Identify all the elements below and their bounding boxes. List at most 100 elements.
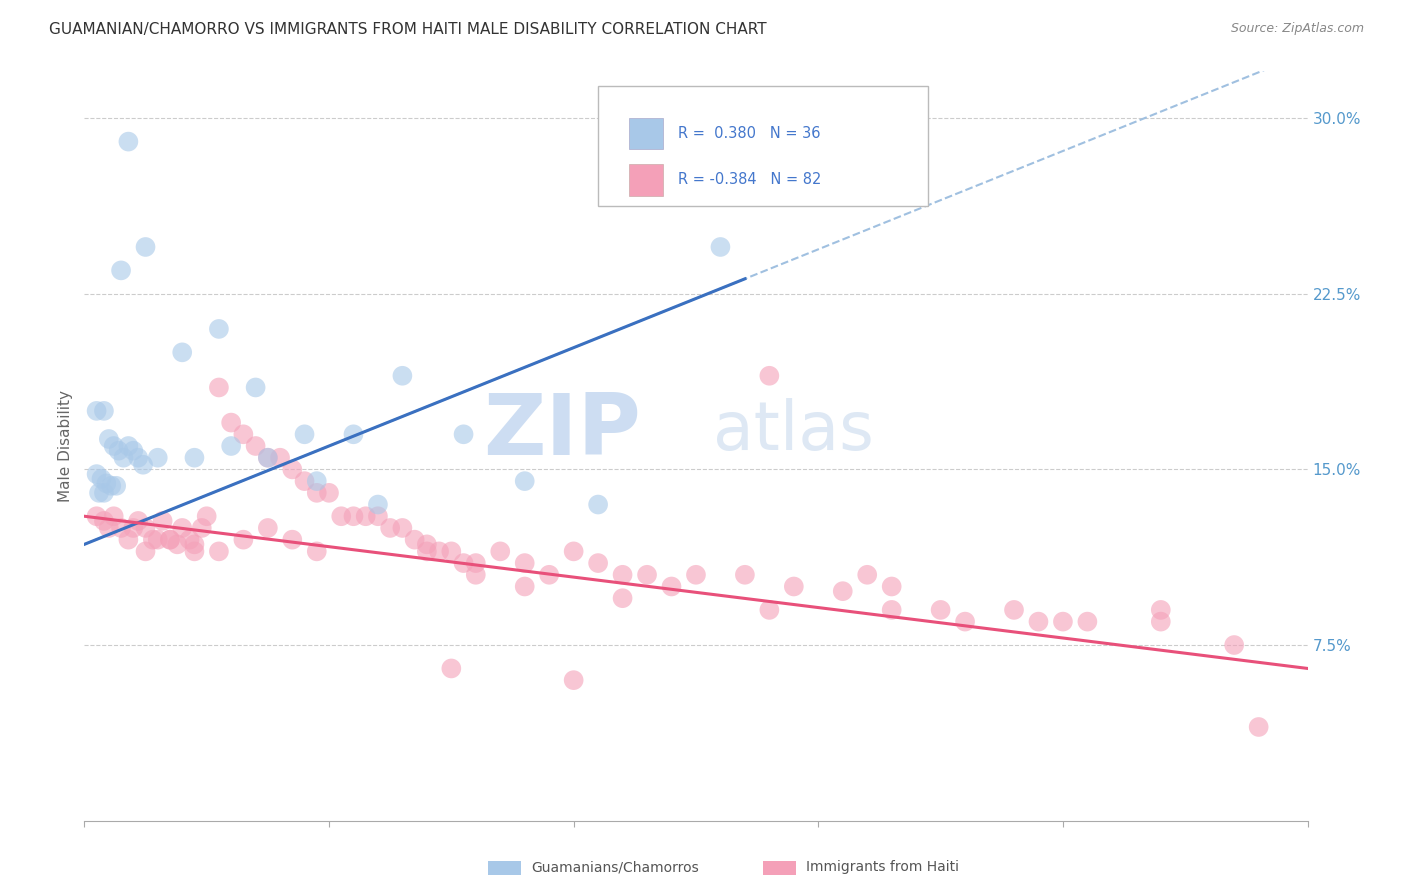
Point — [758, 368, 780, 383]
Point — [562, 544, 585, 558]
Point — [305, 474, 328, 488]
Point — [880, 580, 903, 594]
Point — [117, 135, 139, 149]
Point — [1076, 615, 1098, 629]
Point — [208, 322, 231, 336]
Point — [86, 509, 108, 524]
Point — [127, 514, 149, 528]
Point — [146, 533, 169, 547]
Point — [586, 556, 609, 570]
Point — [117, 439, 139, 453]
Point — [86, 404, 108, 418]
Point — [1002, 603, 1025, 617]
Point — [281, 462, 304, 476]
Point — [305, 544, 328, 558]
FancyBboxPatch shape — [628, 118, 664, 150]
Point — [342, 427, 364, 442]
Point — [135, 240, 157, 254]
Point — [294, 474, 316, 488]
Point — [232, 533, 254, 547]
Point — [110, 521, 132, 535]
Point — [305, 485, 328, 500]
Point — [453, 556, 475, 570]
Point — [831, 584, 853, 599]
Point — [586, 498, 609, 512]
Point — [93, 404, 115, 418]
Point — [257, 450, 280, 465]
Point — [538, 567, 561, 582]
Point — [856, 567, 879, 582]
Point — [734, 567, 756, 582]
Point — [86, 467, 108, 482]
Point — [440, 661, 463, 675]
Point — [96, 476, 118, 491]
Point — [513, 556, 536, 570]
Point — [90, 472, 112, 486]
Point — [103, 439, 125, 453]
Point — [195, 509, 218, 524]
Point — [1028, 615, 1050, 629]
Point — [208, 380, 231, 394]
Point — [122, 443, 145, 458]
Text: Guamanians/Chamorros: Guamanians/Chamorros — [531, 860, 699, 874]
Point — [453, 427, 475, 442]
Point — [464, 567, 486, 582]
Point — [93, 485, 115, 500]
Point — [880, 603, 903, 617]
Point — [183, 450, 205, 465]
Point — [709, 240, 731, 254]
Point — [257, 521, 280, 535]
Point — [1052, 615, 1074, 629]
Point — [87, 485, 110, 500]
Point — [1223, 638, 1246, 652]
Point — [427, 544, 450, 558]
Point — [562, 673, 585, 688]
Point — [219, 439, 242, 453]
Point — [391, 521, 413, 535]
Point — [330, 509, 353, 524]
Point — [166, 537, 188, 551]
Point — [612, 591, 634, 606]
Point — [132, 458, 155, 472]
Point — [142, 533, 165, 547]
Text: atlas: atlas — [713, 398, 875, 464]
Point — [380, 521, 402, 535]
Point — [318, 485, 340, 500]
Point — [172, 345, 194, 359]
Point — [416, 544, 439, 558]
Point — [404, 533, 426, 547]
Point — [513, 580, 536, 594]
Point — [245, 439, 267, 453]
Point — [112, 450, 135, 465]
Point — [685, 567, 707, 582]
Point — [159, 533, 181, 547]
Point — [122, 521, 145, 535]
Point — [783, 580, 806, 594]
Point — [416, 537, 439, 551]
Point — [636, 567, 658, 582]
Point — [391, 368, 413, 383]
Point — [367, 498, 389, 512]
Point — [953, 615, 976, 629]
FancyBboxPatch shape — [628, 164, 664, 195]
Point — [294, 427, 316, 442]
Point — [281, 533, 304, 547]
Text: ZIP: ZIP — [484, 390, 641, 473]
Point — [245, 380, 267, 394]
Point — [269, 450, 291, 465]
Point — [110, 263, 132, 277]
Point — [758, 603, 780, 617]
Point — [354, 509, 377, 524]
Point — [208, 544, 231, 558]
Point — [127, 450, 149, 465]
Point — [257, 450, 280, 465]
Point — [929, 603, 952, 617]
FancyBboxPatch shape — [488, 861, 522, 874]
Point — [97, 521, 120, 535]
FancyBboxPatch shape — [598, 87, 928, 206]
Point — [107, 443, 129, 458]
Point — [146, 450, 169, 465]
Point — [103, 509, 125, 524]
Text: Source: ZipAtlas.com: Source: ZipAtlas.com — [1230, 22, 1364, 36]
Text: Immigrants from Haiti: Immigrants from Haiti — [806, 860, 959, 874]
